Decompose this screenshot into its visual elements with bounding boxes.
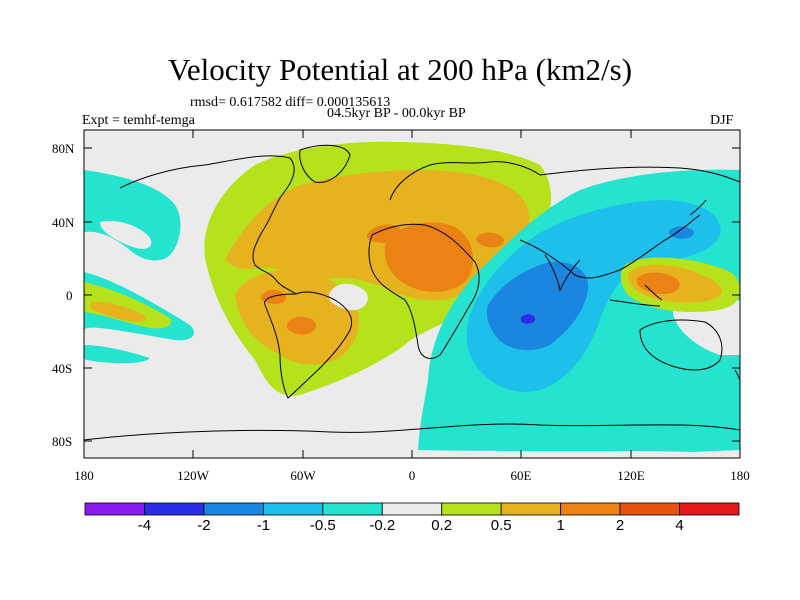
- positive-region-pacific-orange: [90, 301, 146, 322]
- north-america-coast: [119, 155, 297, 295]
- colorbar-swatch: [441, 502, 502, 516]
- y-tick-label: 40S: [52, 361, 72, 376]
- season-label: DJF: [710, 113, 734, 128]
- neutral-hole-atlantic: [328, 283, 368, 311]
- colorbar-swatch: [500, 502, 562, 516]
- positive-region-darkorange-sa1: [260, 289, 287, 305]
- positive-region-wpac-darkorange: [636, 272, 680, 295]
- colorbar-label: -0.2: [369, 517, 396, 534]
- colorbar-swatch: [203, 502, 264, 516]
- colorbar-label: 0.2: [431, 517, 453, 534]
- negative-region-blue-wp: [668, 226, 694, 239]
- positive-region-darkorange-sa2: [286, 316, 317, 335]
- neutral-pacific-north-hole: [100, 220, 152, 249]
- colorbar-swatch: [679, 502, 740, 516]
- colorbar-label: 4: [675, 517, 684, 534]
- colorbar-label: -4: [137, 517, 152, 534]
- antarctica-coast: [84, 423, 740, 441]
- colorbar-label: 0.5: [490, 517, 512, 534]
- experiment-label: Expt = temhf-temga: [82, 113, 195, 128]
- colorbar-swatch: [144, 502, 205, 516]
- colorbar: [84, 502, 740, 516]
- newzealand-coast: [734, 369, 740, 382]
- positive-region-darkorange-med: [366, 224, 402, 244]
- colorbar-label: -2: [197, 517, 211, 534]
- colorbar-swatch: [322, 502, 383, 516]
- x-axis-labels: 180 120W 60W 0 60E 120E 180: [74, 468, 750, 483]
- colorbar-swatch: [381, 502, 443, 516]
- south-america-coast: [264, 291, 353, 399]
- x-tick-label: 0: [409, 468, 416, 483]
- axis-ticks: [83, 130, 741, 458]
- india-coast: [544, 254, 581, 292]
- x-tick-label: 180: [730, 468, 750, 483]
- positive-region-darkorange-me: [476, 232, 504, 248]
- colorbar-swatch: [560, 502, 621, 516]
- negative-region-darkblue: [520, 314, 536, 324]
- map-fill-layer: [84, 130, 740, 458]
- colorbar-label: 1: [556, 517, 565, 534]
- colorbar-swatch: [262, 502, 324, 516]
- colorbar-label: 2: [615, 517, 625, 534]
- indonesia-coast: [609, 284, 663, 307]
- y-tick-label: 80S: [52, 434, 72, 449]
- japan-coast: [689, 199, 707, 216]
- stats-text: rmsd= 0.617582 diff= 0.000135613: [190, 95, 391, 110]
- positive-region-darkorange-africa: [384, 222, 474, 292]
- chart-title: Velocity Potential at 200 hPa (km2/s): [167, 52, 633, 87]
- x-tick-label: 60W: [290, 468, 316, 483]
- europe-coast: [389, 161, 541, 201]
- coastlines: [84, 144, 740, 441]
- x-tick-label: 120W: [177, 468, 210, 483]
- colorbar-label: -1: [256, 517, 271, 534]
- colorbar-swatch: [619, 502, 680, 516]
- africa-coast: [368, 223, 480, 359]
- positive-region-pacific-band: [84, 282, 172, 329]
- y-axis-labels: 80N 40N 0 40S 80S: [52, 141, 75, 449]
- greenland-coast: [299, 144, 351, 183]
- negative-region-pacific-sw: [84, 345, 150, 364]
- y-tick-label: 40N: [52, 215, 75, 230]
- colorbar-label: -0.5: [309, 517, 336, 534]
- y-tick-label: 80N: [52, 141, 75, 156]
- x-tick-label: 180: [74, 468, 94, 483]
- negative-region-pacific-north: [84, 170, 181, 261]
- y-tick-label: 0: [66, 288, 73, 303]
- asia-coast: [519, 166, 740, 279]
- period-text: 04.5kyr BP - 00.0kyr BP: [327, 106, 466, 121]
- australia-coast: [639, 319, 723, 371]
- x-tick-label: 120E: [617, 468, 645, 483]
- x-tick-label: 60E: [511, 468, 532, 483]
- colorbar-swatch: [84, 502, 145, 516]
